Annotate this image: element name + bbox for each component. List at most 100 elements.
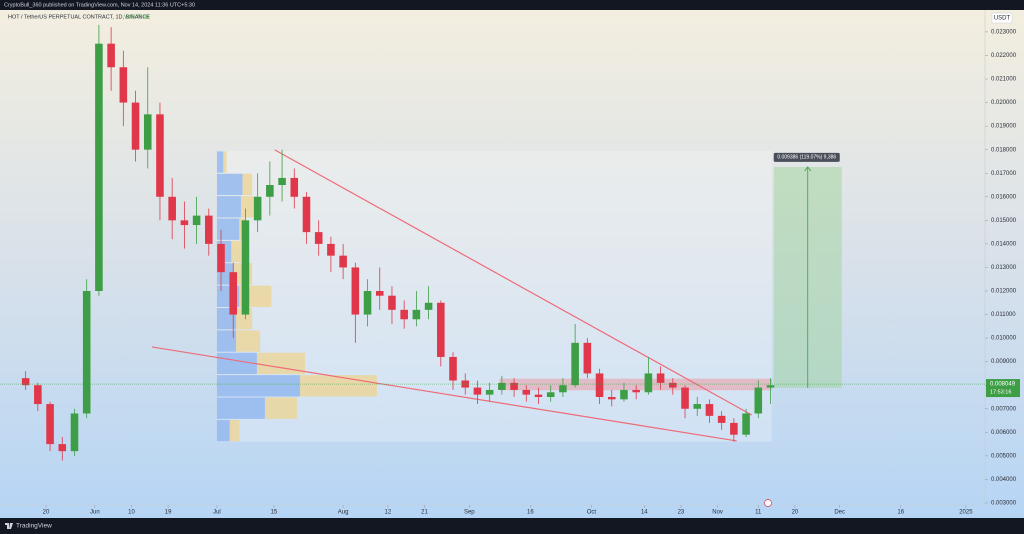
y-tick-label: 0.007000 xyxy=(991,406,1017,412)
candle-body xyxy=(253,196,262,221)
candle-body xyxy=(461,380,470,388)
profile-down xyxy=(264,397,297,419)
currency-box xyxy=(991,12,1013,24)
candle-body xyxy=(583,342,592,374)
candle-body xyxy=(278,177,286,186)
brand-logo xyxy=(5,523,13,529)
profile-up xyxy=(216,419,230,442)
candle-body xyxy=(705,404,714,416)
candle-body xyxy=(290,177,299,197)
resistance-zone xyxy=(499,378,773,391)
profile-down xyxy=(223,151,227,173)
profile-down xyxy=(229,419,240,442)
x-tick-label: 2025 xyxy=(959,510,973,516)
candle-body xyxy=(21,378,30,386)
x-tick-label: Dec xyxy=(834,510,845,516)
profile-up xyxy=(216,397,265,419)
candle-body xyxy=(766,385,775,388)
candle-body xyxy=(632,389,640,393)
y-tick-label: 0.015000 xyxy=(991,218,1017,224)
candle-body xyxy=(119,67,128,103)
profile-up xyxy=(216,196,241,218)
y-tick-label: 0.022000 xyxy=(991,53,1017,59)
event-icon[interactable] xyxy=(764,499,772,507)
candle-body xyxy=(327,243,335,256)
profile-down xyxy=(240,196,254,218)
candle-body xyxy=(534,394,543,397)
candle-body xyxy=(241,220,250,315)
candle-body xyxy=(681,387,689,409)
x-tick-label: 21 xyxy=(421,510,428,516)
candle-body xyxy=(400,309,408,320)
candle-body xyxy=(180,220,189,226)
candle-body xyxy=(595,373,604,397)
y-tick-label: 0.006000 xyxy=(991,430,1017,436)
candle-body xyxy=(656,373,665,383)
candle-body xyxy=(546,392,555,397)
candle-body xyxy=(473,387,482,395)
y-tick-label: 0.011000 xyxy=(991,312,1016,318)
y-tick-label: 0.004000 xyxy=(991,477,1017,483)
profile-down xyxy=(231,240,241,263)
x-tick-label: 15 xyxy=(271,510,278,516)
candle-body xyxy=(742,413,750,435)
candle-body xyxy=(607,396,616,400)
candle-body xyxy=(143,114,152,150)
candle-body xyxy=(107,43,115,68)
candle-body xyxy=(424,302,433,310)
position-arrowhead xyxy=(804,166,812,172)
candle-body xyxy=(388,295,396,310)
candle-body xyxy=(266,185,274,197)
candle-body xyxy=(730,422,738,435)
y-tick-label: 0.010000 xyxy=(991,336,1017,342)
plot-background xyxy=(0,10,1024,518)
y-tick-label: 0.003000 xyxy=(991,501,1017,507)
candle-body xyxy=(205,215,213,244)
last-price-box xyxy=(986,379,1020,398)
y-tick-label: 0.009000 xyxy=(991,359,1017,365)
candle-body xyxy=(644,373,653,393)
position-label: 0.009386 (119.07%) 9,386 xyxy=(777,155,836,161)
x-tick-label: 20 xyxy=(43,510,50,516)
x-tick-label: Oct xyxy=(587,510,597,516)
x-tick-label: 14 xyxy=(641,510,648,516)
x-tick-label: Aug xyxy=(338,510,349,516)
x-tick-label: Sep xyxy=(464,510,475,516)
profile-up xyxy=(216,375,301,397)
y-tick-label: 0.020000 xyxy=(991,100,1017,106)
y-tick-label: 0.019000 xyxy=(991,124,1017,130)
candle-body xyxy=(693,404,702,409)
candle-body xyxy=(46,404,54,445)
y-tick-label: 0.017000 xyxy=(991,171,1017,177)
profile-down xyxy=(256,352,305,375)
candle-body xyxy=(217,243,225,273)
y-tick-label: 0.005000 xyxy=(991,453,1017,459)
position-label-bg xyxy=(773,152,840,162)
y-tick-label: 0.012000 xyxy=(991,289,1017,295)
candle-body xyxy=(498,382,506,390)
profile-up xyxy=(216,352,257,375)
candle-body xyxy=(302,196,311,233)
x-tick-label: 16 xyxy=(527,510,534,516)
profile-down xyxy=(236,330,261,352)
candle-body xyxy=(485,389,494,395)
candle-body xyxy=(669,382,677,388)
candle-body xyxy=(168,196,176,221)
trend-line xyxy=(151,346,737,442)
x-tick-label: 12 xyxy=(385,510,392,516)
y-tick-label: 0.018000 xyxy=(991,147,1017,153)
candle-body xyxy=(95,43,103,292)
currency: USDT xyxy=(994,16,1011,22)
y-tick-label: 0.023000 xyxy=(991,29,1017,35)
x-tick-label: 11 xyxy=(755,510,762,516)
candle-body xyxy=(156,114,164,197)
volume: Vol5.701B xyxy=(124,14,149,20)
x-tick-label: Nov xyxy=(712,510,723,516)
publisher: CryptoBull_360 published on TradingView.… xyxy=(4,2,195,8)
candle-body xyxy=(363,291,372,315)
candle-body xyxy=(70,413,79,452)
candle-body xyxy=(314,232,323,244)
x-tick-label: 23 xyxy=(678,510,685,516)
x-tick-label: Jun xyxy=(90,510,100,516)
